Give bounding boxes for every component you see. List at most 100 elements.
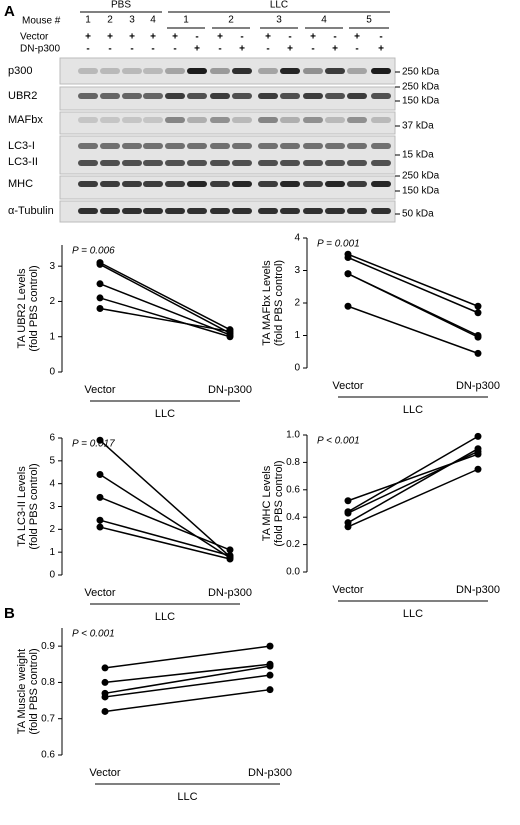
- y-tick-label: 0.4: [286, 512, 300, 523]
- sign: +: [287, 44, 293, 55]
- sign: -: [86, 44, 89, 55]
- data-point: [344, 509, 352, 517]
- series-line: [347, 435, 479, 513]
- blot-strip: [59, 111, 396, 135]
- data-point: [96, 280, 104, 288]
- band: [371, 208, 391, 214]
- band: [347, 160, 367, 166]
- x-axis-label: LLC: [155, 611, 175, 623]
- band: [280, 208, 300, 214]
- blot-strip: [59, 135, 396, 175]
- band: [371, 93, 391, 99]
- series-line: [347, 273, 479, 338]
- x-tick-label: Vector: [84, 384, 116, 396]
- group-label: PBS: [111, 0, 131, 11]
- sign: +: [378, 44, 384, 55]
- data-point: [344, 302, 352, 310]
- y-axis-label: (fold PBS control): [28, 648, 40, 734]
- band: [258, 143, 278, 149]
- data-point: [344, 254, 352, 261]
- series-line: [347, 305, 479, 355]
- band: [143, 208, 163, 214]
- y-tick-label: 1: [49, 331, 55, 342]
- band: [122, 208, 142, 214]
- band: [210, 208, 230, 214]
- band: [303, 208, 323, 214]
- band: [325, 68, 345, 74]
- band: [232, 208, 252, 214]
- series-line: [99, 297, 231, 338]
- series-line: [99, 283, 231, 336]
- sign: +: [265, 32, 271, 43]
- data-point: [96, 493, 104, 501]
- x-tick-label: DN-p300: [208, 587, 252, 599]
- band: [371, 68, 391, 74]
- y-tick-label: 0: [294, 363, 300, 374]
- band-label: LC3-I: [8, 140, 35, 152]
- data-point: [101, 678, 109, 686]
- band: [100, 208, 120, 214]
- y-tick-label: 5: [49, 455, 55, 466]
- sign: -: [173, 44, 176, 55]
- mouse-number: 1: [183, 15, 189, 26]
- series-line: [99, 307, 231, 333]
- band: [100, 160, 120, 166]
- sign: +: [310, 32, 316, 43]
- band: [78, 208, 98, 214]
- data-point: [96, 471, 104, 479]
- band: [122, 68, 142, 74]
- mouse-label: Mouse #: [22, 16, 61, 27]
- data-point: [226, 546, 234, 554]
- series-line: [99, 526, 231, 560]
- x-tick-label: DN-p300: [208, 384, 252, 396]
- band: [280, 143, 300, 149]
- band: [100, 68, 120, 74]
- size-marker: 250 kDa: [402, 171, 440, 182]
- band: [347, 143, 367, 149]
- data-point: [266, 671, 274, 679]
- band: [187, 208, 207, 214]
- band: [280, 160, 300, 166]
- sign: +: [150, 32, 156, 43]
- band: [100, 181, 120, 187]
- y-tick-label: 4: [294, 233, 300, 244]
- data-point: [344, 497, 352, 505]
- x-tick-label: DN-p300: [456, 380, 500, 392]
- band: [210, 160, 230, 166]
- band-label: UBR2: [8, 90, 37, 102]
- sign: -: [311, 44, 314, 55]
- band: [347, 181, 367, 187]
- series-line: [99, 439, 231, 558]
- band: [325, 93, 345, 99]
- data-point: [266, 686, 274, 694]
- data-point: [96, 260, 104, 268]
- data-point: [474, 432, 482, 440]
- band: [325, 181, 345, 187]
- band: [165, 93, 185, 99]
- band: [303, 68, 323, 74]
- band-label: α-Tubulin: [8, 205, 54, 217]
- sign: +: [129, 32, 135, 43]
- y-tick-label: 1.0: [286, 430, 300, 441]
- mouse-number: 1: [85, 15, 91, 26]
- series-line: [104, 688, 271, 713]
- size-marker: 150 kDa: [402, 96, 440, 107]
- series-line: [104, 663, 271, 684]
- band: [187, 68, 207, 74]
- band: [371, 160, 391, 166]
- band: [210, 117, 230, 123]
- y-tick-label: 4: [49, 478, 55, 489]
- x-tick-label: Vector: [89, 767, 121, 779]
- mouse-number: 3: [276, 15, 282, 26]
- band: [210, 143, 230, 149]
- band: [165, 160, 185, 166]
- data-point: [474, 465, 482, 473]
- band: [78, 68, 98, 74]
- sign: -: [108, 44, 111, 55]
- band: [78, 93, 98, 99]
- band: [210, 68, 230, 74]
- size-marker: 250 kDa: [402, 67, 440, 78]
- band: [187, 181, 207, 187]
- band: [303, 160, 323, 166]
